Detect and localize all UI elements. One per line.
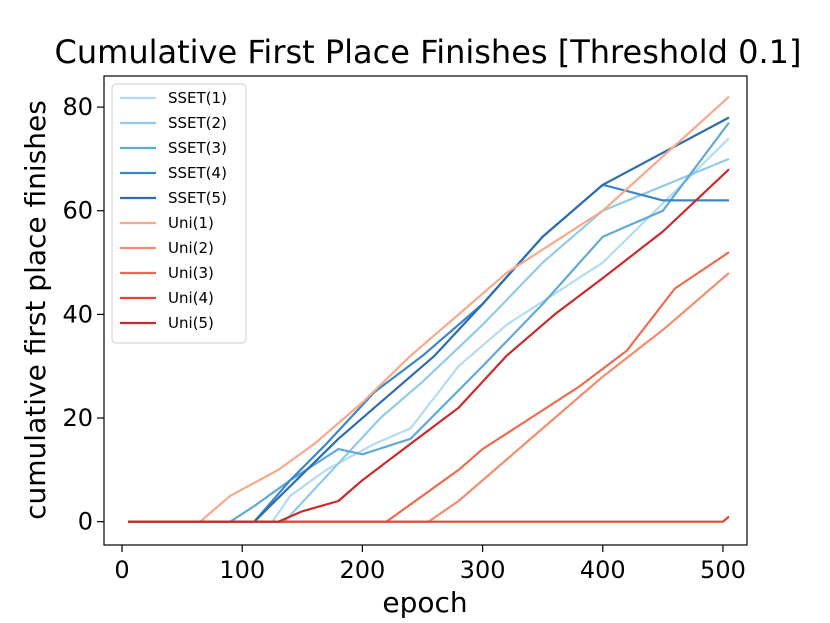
legend-label: Uni(3) — [168, 264, 214, 282]
x-tick-label: 500 — [700, 556, 746, 584]
legend-label: SSET(1) — [168, 89, 227, 107]
series-lines — [128, 95, 730, 523]
series-line-9 — [128, 515, 730, 523]
x-tick-label: 300 — [460, 556, 506, 584]
legend: SSET(1) SSET(2) SSET(3) SSET(4) SSET(5) Uni(1… — [111, 83, 247, 344]
x-axis-ticks: 0 100 200 300 400 500 — [114, 545, 746, 584]
chart-title: Cumulative First Place Finishes [Thresho… — [55, 33, 802, 71]
x-tick-label: 200 — [339, 556, 385, 584]
legend-label: SSET(3) — [168, 139, 227, 157]
series-line-3 — [128, 121, 730, 523]
series-line-2 — [128, 157, 730, 523]
x-axis-label: epoch — [382, 586, 467, 619]
y-tick-label: 0 — [78, 508, 93, 536]
legend-label: Uni(2) — [168, 239, 214, 257]
series-line-8 — [128, 251, 730, 523]
series-line-6 — [128, 95, 730, 523]
series-line-1 — [128, 137, 730, 523]
y-axis-label: cumulative first place finishes — [19, 100, 52, 520]
series-line-7 — [128, 272, 730, 523]
y-tick-label: 40 — [62, 300, 93, 328]
x-tick-label: 0 — [114, 556, 129, 584]
y-axis-ticks: 0 20 40 60 80 — [62, 93, 104, 536]
x-tick-label: 100 — [219, 556, 265, 584]
legend-label: SSET(5) — [168, 189, 227, 207]
legend-label: Uni(5) — [168, 314, 214, 332]
legend-label: Uni(4) — [168, 289, 214, 307]
legend-label: SSET(2) — [168, 114, 227, 132]
legend-label: SSET(4) — [168, 164, 227, 182]
series-line-10 — [128, 168, 730, 523]
y-tick-label: 60 — [62, 197, 93, 225]
x-tick-label: 400 — [580, 556, 626, 584]
y-tick-label: 80 — [62, 93, 93, 121]
series-line-5 — [128, 116, 730, 523]
plot-frame — [103, 75, 748, 546]
series-line-4 — [128, 183, 729, 523]
y-tick-label: 20 — [62, 404, 93, 432]
legend-label: Uni(1) — [168, 214, 214, 232]
